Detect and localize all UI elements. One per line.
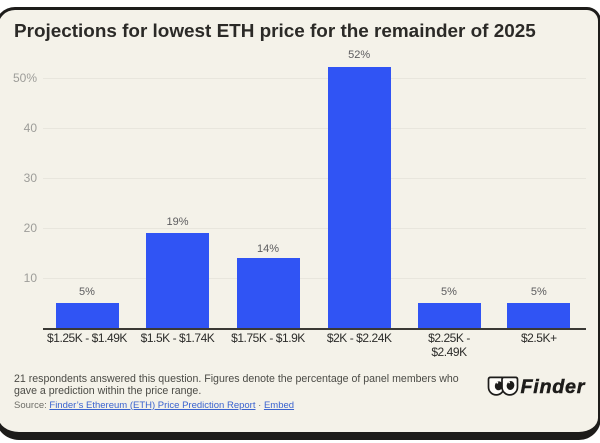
svg-text:Finder: Finder	[521, 376, 586, 398]
